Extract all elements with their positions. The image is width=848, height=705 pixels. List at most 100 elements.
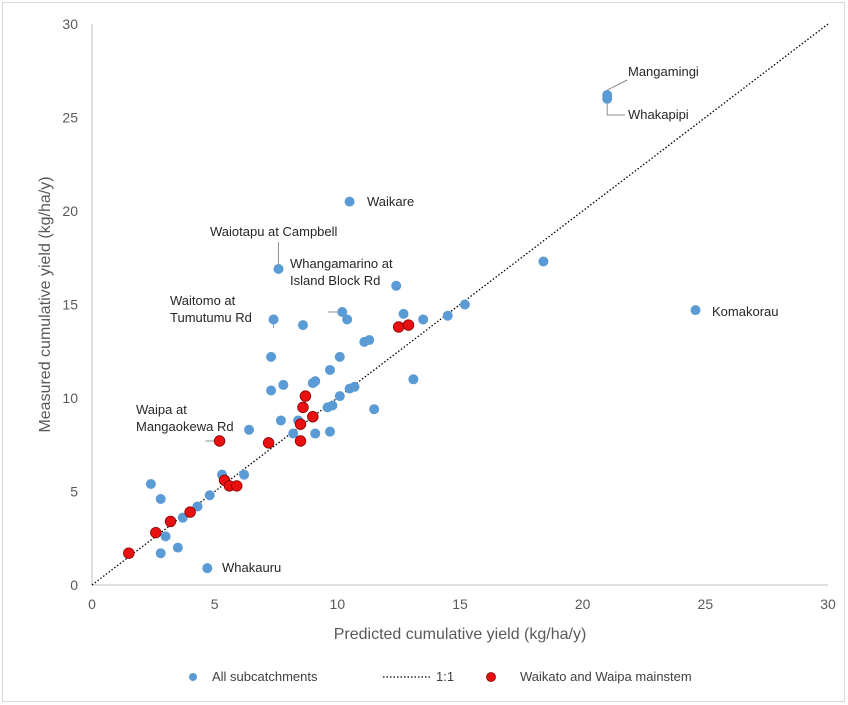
- data-point-subcatchment: [204, 490, 215, 501]
- data-point-subcatchment: [398, 308, 409, 319]
- data-point-subcatchment: [442, 310, 453, 321]
- y-tick-label: 15: [62, 297, 78, 313]
- data-point-subcatchment: [192, 501, 203, 512]
- annotation-line: Whangamarino at: [290, 256, 393, 271]
- annotation-label: Waipa at Mangaokewa Rd: [136, 402, 234, 434]
- data-point-subcatchment: [690, 305, 701, 316]
- x-tick-label: 0: [88, 596, 96, 612]
- data-point-subcatchment: [310, 376, 321, 387]
- annotation-label: Waitomo at Tumutumu Rd: [170, 293, 252, 325]
- annotation-line: Tumutumu Rd: [170, 310, 252, 325]
- legend-marker-mainstem: [486, 672, 496, 682]
- annotation-line: Mangamingi: [628, 64, 699, 79]
- y-axis-title: Measured cumulative yield (kg/ha/y): [37, 176, 54, 432]
- x-tick-label: 15: [452, 596, 468, 612]
- data-point-mainstem: [123, 547, 135, 559]
- data-point-subcatchment: [310, 428, 321, 439]
- annotation-leaders: [205, 79, 628, 442]
- annotation-line: Whakauru: [222, 560, 281, 575]
- annotation-label: Mangamingi: [628, 64, 699, 79]
- data-point-subcatchment: [324, 426, 335, 437]
- x-tick-label: 25: [698, 596, 714, 612]
- y-tick-label: 5: [70, 484, 78, 500]
- data-point-subcatchment: [155, 548, 166, 559]
- data-point-subcatchment: [369, 404, 380, 415]
- data-point-subcatchment: [239, 469, 250, 480]
- legend-label-one-to-one: 1:1: [436, 669, 454, 684]
- series-all-subcatchments: [145, 90, 701, 574]
- data-point-mainstem: [307, 411, 319, 423]
- data-point-subcatchment: [177, 512, 188, 523]
- annotation-line: Waikare: [367, 194, 414, 209]
- data-point-mainstem: [392, 321, 405, 333]
- data-point-subcatchment: [202, 563, 213, 574]
- data-point-subcatchment: [244, 424, 255, 435]
- legend: All subcatchments 1:1 Waikato and Waipa ma…: [189, 669, 692, 684]
- data-point-subcatchment: [538, 256, 549, 267]
- data-point-subcatchment: [278, 379, 289, 390]
- y-axis-ticks: 0 5 10 15 20 25 30: [62, 16, 78, 593]
- data-point-mainstem: [294, 435, 307, 447]
- x-tick-label: 20: [575, 596, 591, 612]
- data-point-subcatchment: [155, 493, 166, 504]
- annotation-label: Waikare: [367, 194, 414, 209]
- data-point-subcatchment: [418, 314, 429, 325]
- series-mainstem: [123, 319, 415, 559]
- data-point-subcatchment: [322, 402, 333, 413]
- annotation-line: Waiotapu at Campbell: [210, 224, 338, 239]
- data-point-mainstem: [150, 526, 162, 539]
- axes: [91, 24, 828, 586]
- data-point-subcatchment: [275, 415, 286, 426]
- annotation-label: Whakapipi: [628, 107, 689, 122]
- data-point-mainstem: [299, 390, 312, 402]
- data-point-subcatchment: [602, 93, 613, 104]
- data-point-mainstem: [262, 437, 275, 449]
- legend-label-mainstem: Waikato and Waipa mainstem: [520, 669, 692, 684]
- y-tick-label: 30: [62, 16, 78, 32]
- data-point-subcatchment: [324, 364, 335, 375]
- legend-marker-subcatchments: [189, 673, 197, 681]
- data-point-subcatchment: [459, 299, 470, 310]
- y-tick-label: 0: [70, 577, 78, 593]
- y-tick-label: 10: [62, 390, 78, 406]
- annotation-leader-line: [606, 103, 625, 116]
- x-axis-ticks: 0 5 10 15 20 25 30: [88, 596, 836, 612]
- data-point-subcatchment: [334, 351, 345, 362]
- annotation-line: Whakapipi: [628, 107, 689, 122]
- data-point-mainstem: [213, 435, 226, 447]
- data-point-subcatchment: [172, 542, 183, 553]
- annotations: Mangamingi Whakapipi Waikare Waiotapu at Ca…: [136, 64, 778, 575]
- data-point-subcatchment: [297, 320, 308, 331]
- x-tick-label: 30: [820, 596, 836, 612]
- x-tick-label: 5: [211, 596, 219, 612]
- data-point-subcatchment: [273, 263, 284, 274]
- data-point-mainstem: [231, 480, 243, 492]
- y-tick-label: 20: [62, 203, 78, 219]
- x-tick-label: 10: [330, 596, 346, 612]
- data-point-mainstem: [297, 401, 309, 414]
- data-point-mainstem: [164, 515, 177, 528]
- annotation-line: Waipa at: [136, 402, 187, 417]
- legend-label-subcatchments: All subcatchments: [212, 669, 318, 684]
- data-point-subcatchment: [288, 428, 299, 439]
- data-point-mainstem: [294, 418, 307, 430]
- annotation-line: Mangaokewa Rd: [136, 419, 234, 434]
- data-point-subcatchment: [408, 374, 419, 385]
- x-axis-title: Predicted cumulative yield (kg/ha/y): [334, 626, 587, 643]
- data-point-subcatchment: [342, 314, 353, 325]
- annotation-label: Whakauru: [222, 560, 281, 575]
- data-point-subcatchment: [344, 196, 355, 207]
- y-tick-label: 25: [62, 110, 78, 126]
- data-point-subcatchment: [266, 351, 277, 362]
- data-point-subcatchment: [344, 383, 355, 394]
- data-point-subcatchment: [334, 391, 345, 402]
- data-point-subcatchment: [364, 335, 375, 346]
- data-point-mainstem: [184, 506, 196, 518]
- data-point-subcatchment: [268, 314, 279, 325]
- data-point-subcatchment: [145, 479, 156, 490]
- annotation-line: Island Block Rd: [290, 273, 380, 288]
- data-point-subcatchment: [266, 385, 277, 396]
- annotation-label: Komakorau: [712, 304, 778, 319]
- data-point-subcatchment: [391, 280, 402, 291]
